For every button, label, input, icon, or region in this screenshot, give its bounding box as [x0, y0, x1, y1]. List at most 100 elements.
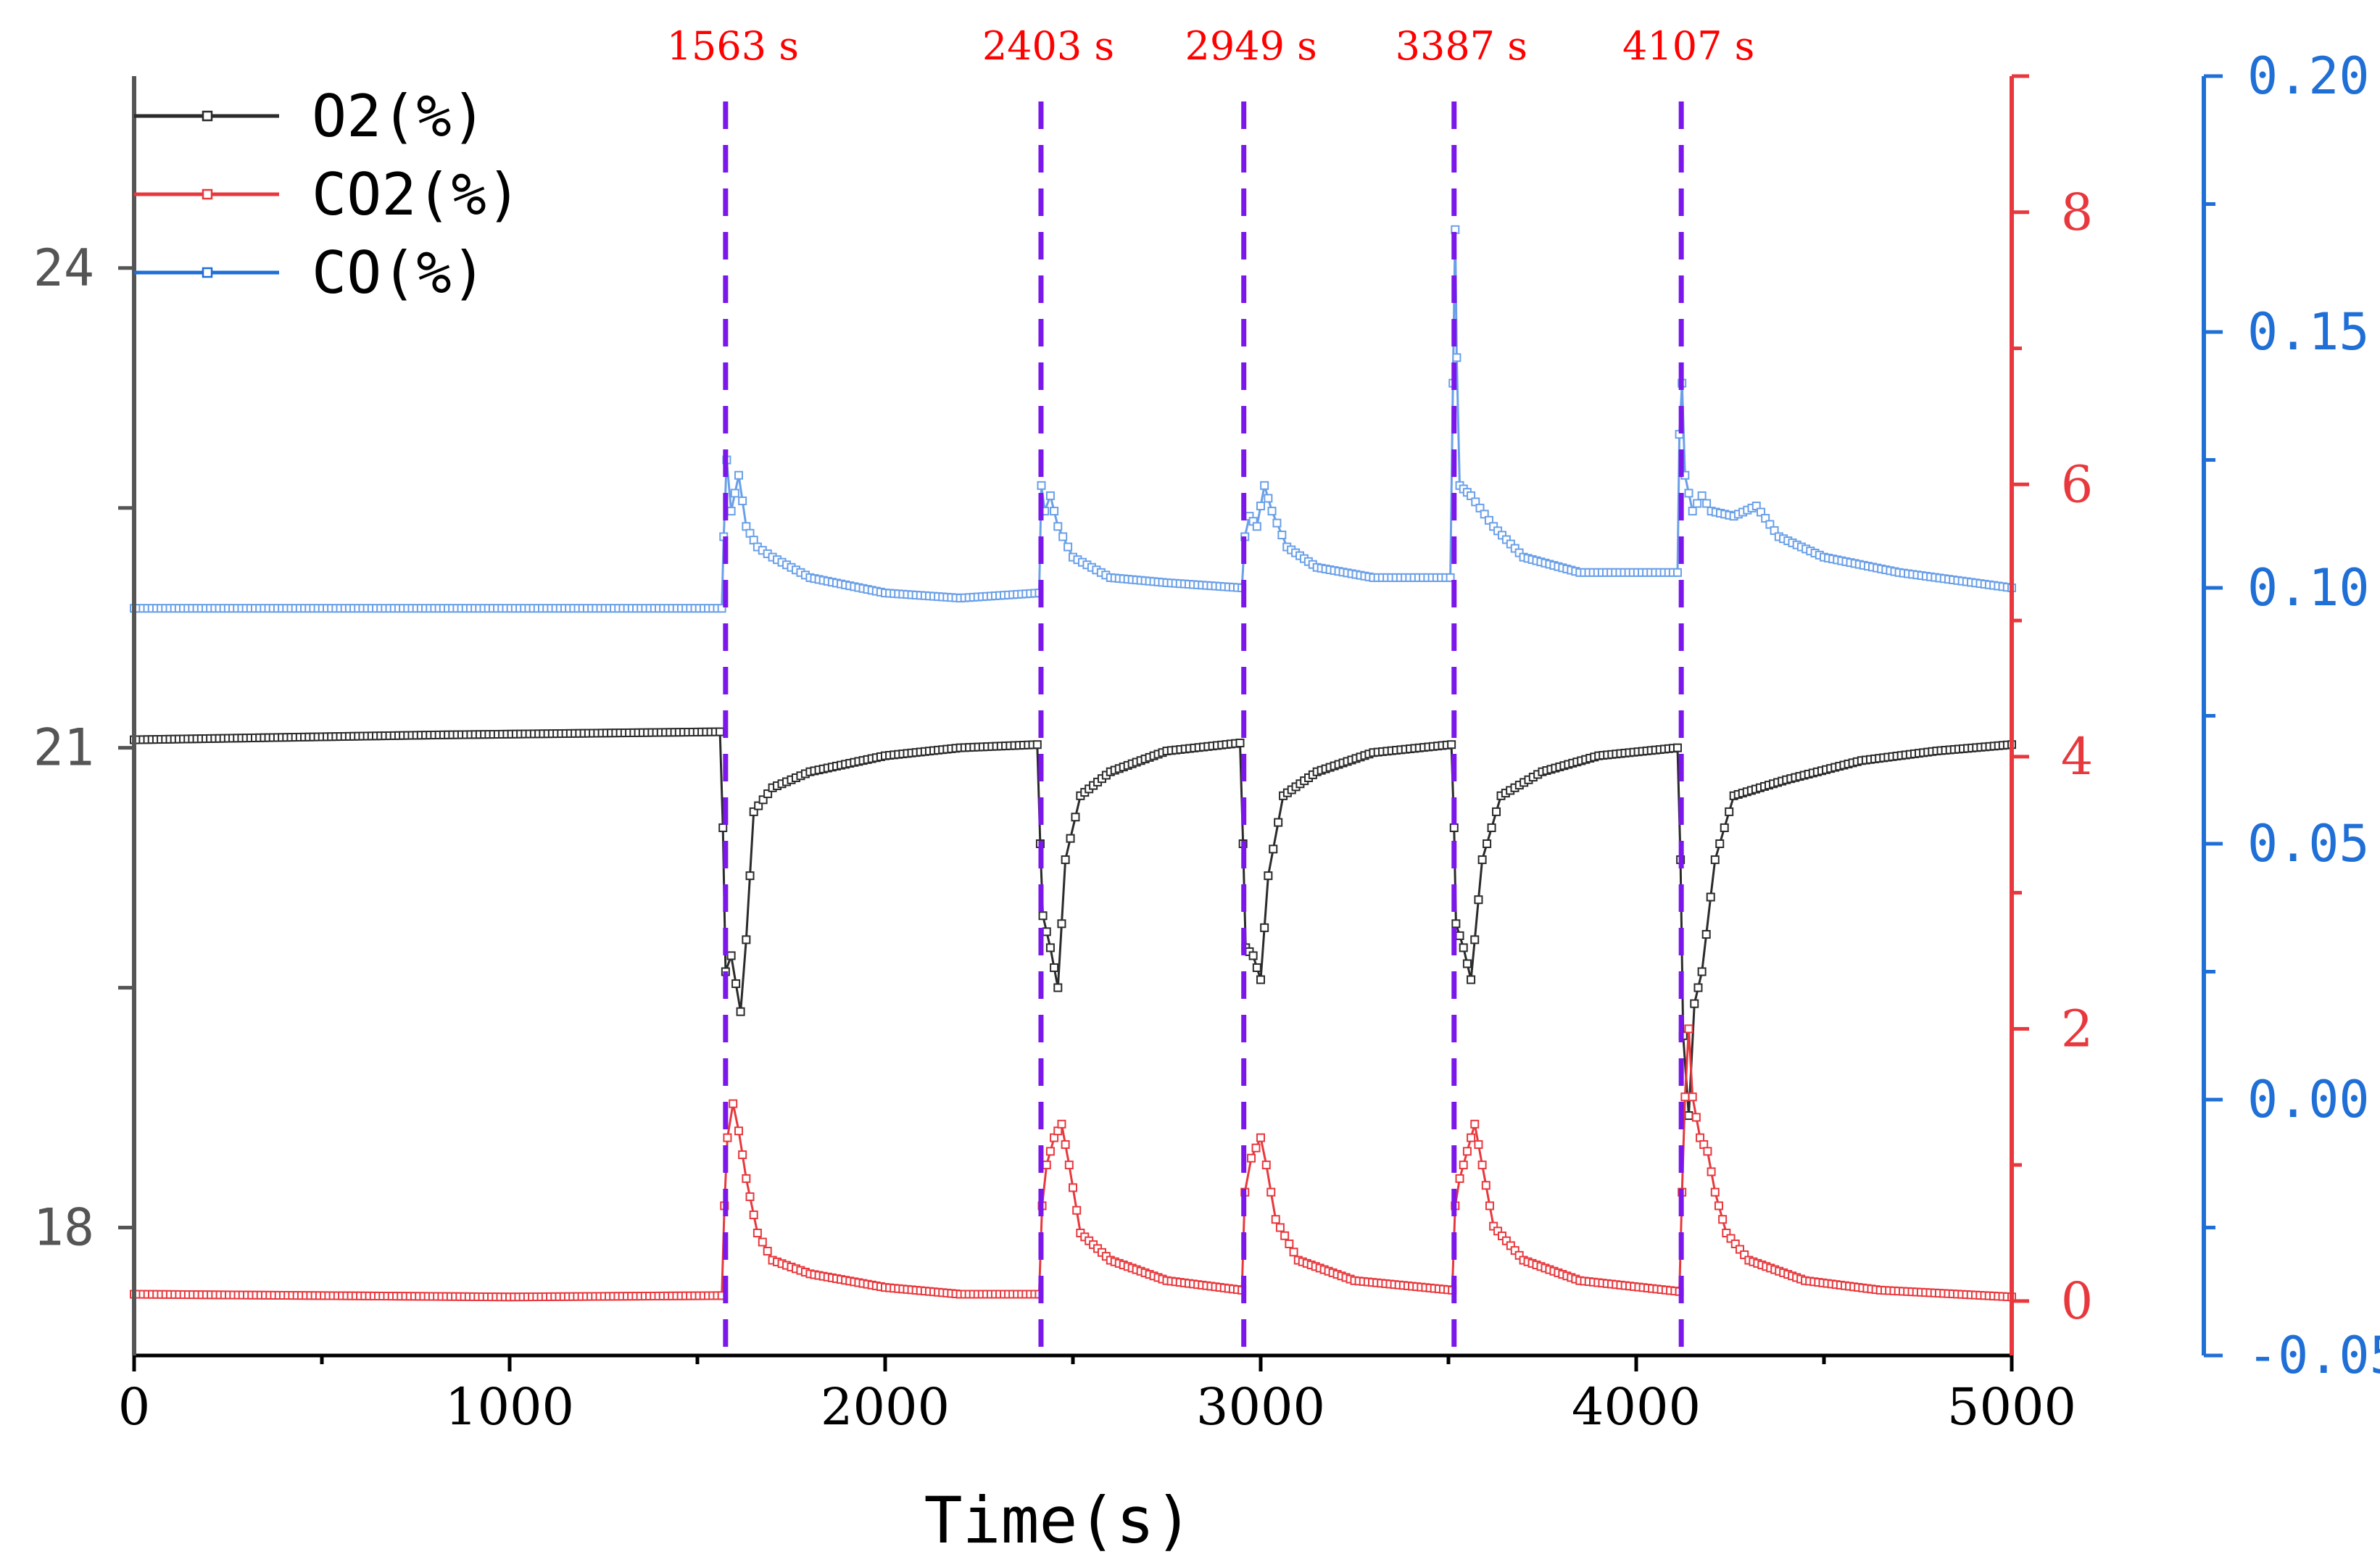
data-point	[1693, 499, 1702, 508]
data-point	[726, 951, 736, 960]
data-point	[1697, 967, 1707, 976]
data-point	[1701, 930, 1711, 939]
event-label: 4107 s	[1622, 23, 1754, 69]
series-markers-co2	[130, 1024, 2016, 1302]
data-point	[1691, 1113, 1701, 1122]
data-point	[1050, 507, 1059, 516]
data-point	[1256, 975, 1265, 984]
data-point	[1484, 515, 1493, 525]
data-point	[1032, 740, 1042, 750]
data-point	[1477, 855, 1487, 865]
x-tick-label: 5000	[1947, 1377, 2076, 1437]
data-point	[1452, 353, 1461, 362]
data-point	[1251, 1143, 1261, 1153]
event-label: 2403 s	[982, 23, 1114, 69]
data-point	[1703, 1147, 1712, 1156]
data-point	[1455, 931, 1464, 940]
data-point	[1467, 1133, 1476, 1142]
data-point	[1058, 532, 1068, 541]
data-point	[1050, 963, 1059, 972]
data-point	[1474, 1139, 1483, 1149]
right-co-tick-label: 0.00	[2247, 1070, 2370, 1129]
data-point	[1459, 943, 1468, 952]
data-point	[1475, 503, 1485, 512]
data-point	[1706, 892, 1715, 902]
data-point	[1271, 1215, 1280, 1224]
data-point	[1061, 1139, 1070, 1149]
data-point	[1446, 573, 1455, 582]
data-point	[1688, 507, 1697, 516]
data-point	[1710, 855, 1720, 865]
data-point	[1707, 1167, 1716, 1176]
data-point	[1740, 1250, 1749, 1260]
data-point	[1042, 1161, 1051, 1170]
series-markers-o2	[130, 727, 2016, 1121]
data-point	[1462, 959, 1472, 968]
data-point	[1697, 491, 1707, 500]
data-point	[1684, 1024, 1693, 1034]
data-point	[749, 807, 758, 816]
data-point	[1277, 531, 1287, 540]
data-point	[738, 1150, 747, 1160]
data-point	[1045, 491, 1055, 500]
data-point	[1718, 1215, 1728, 1224]
data-point	[729, 1099, 738, 1108]
data-point	[1235, 739, 1245, 748]
data-point	[1045, 1147, 1055, 1156]
data-point	[1672, 743, 1682, 752]
data-point	[1266, 1187, 1276, 1197]
data-point	[1485, 1201, 1494, 1211]
data-point	[1481, 1181, 1490, 1190]
data-point	[717, 604, 726, 613]
data-point	[1722, 1229, 1731, 1238]
data-point	[1680, 1092, 1690, 1102]
data-point	[730, 489, 739, 498]
data-point	[1462, 1147, 1472, 1156]
data-point	[1280, 1231, 1290, 1240]
data-point	[716, 727, 725, 736]
data-point	[754, 801, 763, 810]
x-tick-label: 4000	[1572, 1377, 1701, 1437]
data-point	[1045, 943, 1055, 952]
data-point	[734, 1126, 743, 1136]
data-point	[1264, 494, 1273, 503]
data-point	[1467, 491, 1476, 500]
data-point	[1063, 542, 1073, 552]
data-point	[1761, 513, 1770, 523]
right-co-tick-label: 0.10	[2247, 558, 2370, 618]
data-point	[1449, 823, 1459, 832]
data-point	[745, 871, 755, 881]
series-markers-co	[130, 225, 2016, 613]
data-point	[1487, 823, 1496, 832]
data-point	[734, 470, 743, 480]
data-point	[1275, 1223, 1285, 1232]
data-point	[1061, 855, 1070, 865]
data-point	[1730, 1240, 1740, 1249]
data-point	[1071, 813, 1080, 822]
data-point	[1247, 1153, 1256, 1163]
data-point	[1470, 1119, 1480, 1129]
x-axis-title: Time(s)	[924, 1483, 1193, 1553]
data-point	[1269, 844, 1278, 854]
x-tick-label: 0	[118, 1377, 151, 1437]
data-point	[1274, 818, 1283, 827]
legend-entry-label: O2(%)	[312, 83, 486, 150]
data-point	[1264, 871, 1273, 881]
data-point	[749, 1210, 758, 1219]
right-co2-tick-label: 6	[2061, 454, 2094, 514]
event-label: 3387 s	[1396, 23, 1527, 69]
data-point	[1470, 935, 1480, 944]
data-point	[1042, 927, 1051, 937]
data-point	[745, 1192, 755, 1201]
data-point	[1720, 823, 1729, 832]
data-point	[1735, 1245, 1744, 1254]
data-point	[1064, 1161, 1074, 1170]
data-point	[1037, 481, 1046, 490]
data-point	[1726, 1234, 1736, 1243]
data-point	[763, 789, 773, 799]
data-point	[1725, 807, 1734, 816]
data-point	[742, 935, 751, 944]
data-point	[1483, 839, 1492, 848]
